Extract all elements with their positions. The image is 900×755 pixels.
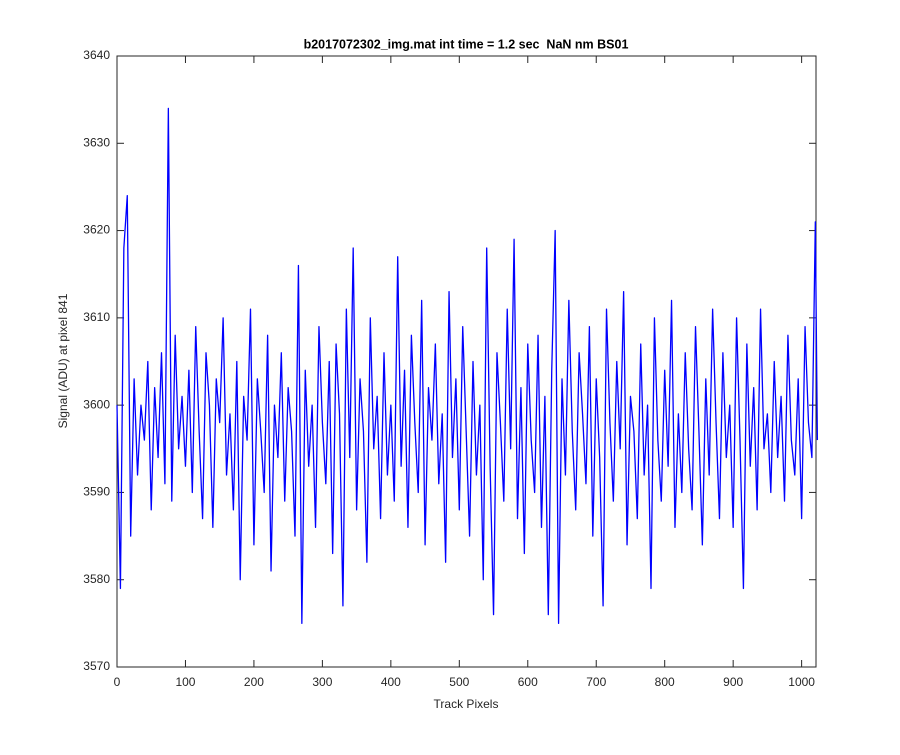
x-tick-label: 100 <box>175 675 195 689</box>
y-tick-label: 3630 <box>83 135 110 149</box>
x-axis-label: Track Pixels <box>434 697 499 711</box>
y-tick-label: 3570 <box>83 659 110 673</box>
x-tick-label: 200 <box>244 675 264 689</box>
x-tick-label: 1000 <box>788 675 815 689</box>
y-tick-label: 3600 <box>83 397 110 411</box>
chart-title: b2017072302_img.mat int time = 1.2 sec N… <box>304 37 629 51</box>
x-tick-label: 600 <box>518 675 538 689</box>
plot-frame <box>116 55 817 668</box>
y-tick-label: 3580 <box>83 572 110 586</box>
x-tick-label: 700 <box>586 675 606 689</box>
y-tick-label: 3610 <box>83 310 110 324</box>
x-tick-label: 800 <box>655 675 675 689</box>
data-line <box>116 107 819 625</box>
y-tick-label: 3590 <box>83 485 110 499</box>
x-tick-label: 400 <box>381 675 401 689</box>
y-tick-label: 3640 <box>83 48 110 62</box>
x-tick-label: 900 <box>723 675 743 689</box>
y-axis-label: Signal (ADU) at pixel 841 <box>56 293 70 428</box>
x-tick-label: 300 <box>312 675 332 689</box>
x-tick-label: 0 <box>114 675 121 689</box>
y-tick-label: 3620 <box>83 223 110 237</box>
x-tick-label: 500 <box>449 675 469 689</box>
